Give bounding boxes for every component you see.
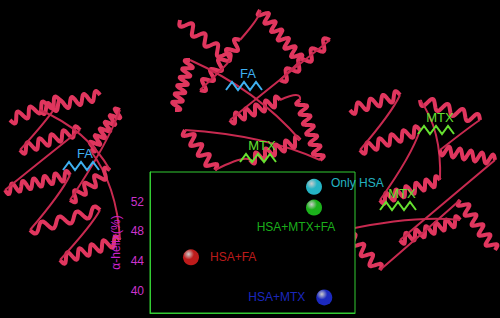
svg-text:MTX: MTX: [248, 138, 276, 153]
svg-text:MTX: MTX: [388, 186, 416, 201]
svg-text:HSA+MTX+FA: HSA+MTX+FA: [257, 220, 336, 234]
svg-text:44: 44: [131, 254, 145, 268]
svg-text:40: 40: [131, 284, 145, 298]
svg-text:MTX: MTX: [426, 110, 454, 125]
svg-text:HSA+MTX: HSA+MTX: [248, 290, 305, 304]
svg-text:FA: FA: [77, 146, 93, 161]
svg-text:FA: FA: [240, 66, 256, 81]
svg-text:α-helix(%): α-helix(%): [109, 215, 123, 269]
svg-text:52: 52: [131, 195, 145, 209]
svg-text:HSA+FA: HSA+FA: [210, 250, 256, 264]
svg-text:Only HSA: Only HSA: [331, 176, 384, 190]
svg-text:48: 48: [131, 224, 145, 238]
